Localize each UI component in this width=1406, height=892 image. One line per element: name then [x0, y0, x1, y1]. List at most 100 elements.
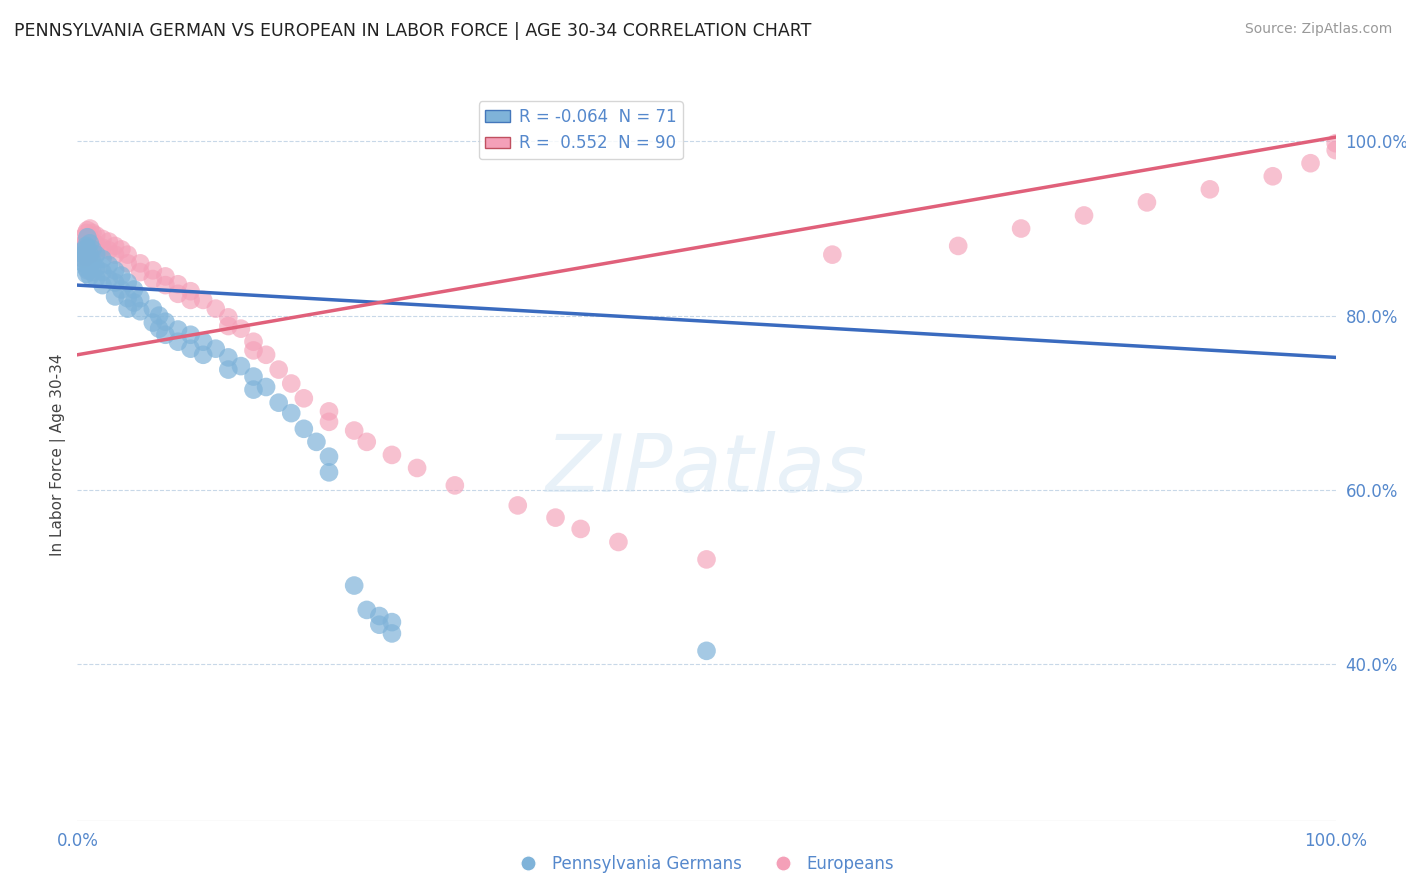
Legend: R = -0.064  N = 71, R =  0.552  N = 90: R = -0.064 N = 71, R = 0.552 N = 90	[478, 101, 683, 159]
Point	[1299, 156, 1322, 170]
Point	[191, 293, 215, 307]
Point	[155, 278, 177, 293]
Text: ZIPatlas: ZIPatlas	[546, 431, 868, 508]
Point	[75, 246, 97, 260]
Point	[155, 269, 177, 284]
Point	[129, 291, 152, 305]
Point	[91, 252, 114, 266]
Point	[129, 304, 152, 318]
Point	[1199, 182, 1222, 196]
Point	[191, 334, 215, 349]
Point	[72, 252, 94, 266]
Point	[76, 241, 98, 255]
Point	[155, 327, 177, 342]
Point	[79, 236, 101, 251]
Point	[381, 448, 404, 462]
Point	[142, 263, 165, 277]
Point	[1136, 195, 1159, 210]
Point	[104, 247, 127, 261]
Point	[696, 644, 718, 658]
Point	[267, 395, 290, 409]
Point	[72, 244, 94, 259]
Point	[180, 342, 202, 356]
Point	[76, 232, 98, 246]
Point	[110, 243, 132, 257]
Point	[1324, 136, 1347, 151]
Point	[82, 265, 104, 279]
Point	[368, 617, 391, 632]
Point	[82, 243, 104, 257]
Point	[75, 250, 97, 264]
Point	[242, 334, 264, 349]
Point	[129, 256, 152, 270]
Point	[76, 223, 98, 237]
Point	[148, 309, 170, 323]
Point	[84, 260, 107, 275]
Point	[343, 424, 366, 438]
Point	[167, 334, 190, 349]
Point	[97, 258, 120, 272]
Point	[406, 461, 429, 475]
Point	[91, 265, 114, 279]
Point	[142, 301, 165, 316]
Point	[110, 283, 132, 297]
Y-axis label: In Labor Force | Age 30-34: In Labor Force | Age 30-34	[51, 353, 66, 557]
Point	[97, 272, 120, 286]
Point	[292, 422, 315, 436]
Point	[544, 510, 567, 524]
Point	[75, 260, 97, 275]
Point	[242, 343, 264, 358]
Point	[75, 235, 97, 249]
Point	[104, 289, 127, 303]
Point	[204, 342, 226, 356]
Point	[254, 380, 277, 394]
Point	[82, 235, 104, 249]
Point	[318, 450, 340, 464]
Point	[79, 221, 101, 235]
Point	[91, 241, 114, 255]
Point	[569, 522, 592, 536]
Point	[142, 316, 165, 330]
Point	[75, 267, 97, 281]
Point	[84, 271, 107, 285]
Point	[381, 626, 404, 640]
Point	[229, 321, 252, 335]
Point	[180, 284, 202, 298]
Point	[117, 291, 139, 305]
Point	[84, 237, 107, 252]
Point	[318, 404, 340, 418]
Point	[79, 258, 101, 272]
Point	[110, 268, 132, 283]
Point	[75, 239, 97, 253]
Point	[696, 552, 718, 566]
Point	[280, 376, 302, 391]
Point	[82, 226, 104, 240]
Point	[97, 244, 120, 258]
Point	[79, 269, 101, 284]
Point	[72, 256, 94, 270]
Point	[167, 277, 190, 292]
Point	[381, 615, 404, 629]
Point	[1010, 221, 1032, 235]
Legend: Pennsylvania Germans, Europeans: Pennsylvania Germans, Europeans	[505, 848, 901, 880]
Point	[76, 263, 98, 277]
Point	[217, 319, 239, 334]
Point	[79, 247, 101, 261]
Point	[368, 609, 391, 624]
Point	[821, 247, 844, 261]
Point	[217, 351, 239, 365]
Point	[155, 315, 177, 329]
Point	[104, 276, 127, 290]
Point	[129, 265, 152, 279]
Point	[204, 301, 226, 316]
Point	[217, 362, 239, 376]
Point	[305, 434, 328, 449]
Point	[104, 239, 127, 253]
Point	[72, 230, 94, 244]
Point	[217, 310, 239, 325]
Point	[72, 237, 94, 252]
Point	[343, 578, 366, 592]
Point	[84, 246, 107, 260]
Point	[122, 283, 145, 297]
Point	[117, 256, 139, 270]
